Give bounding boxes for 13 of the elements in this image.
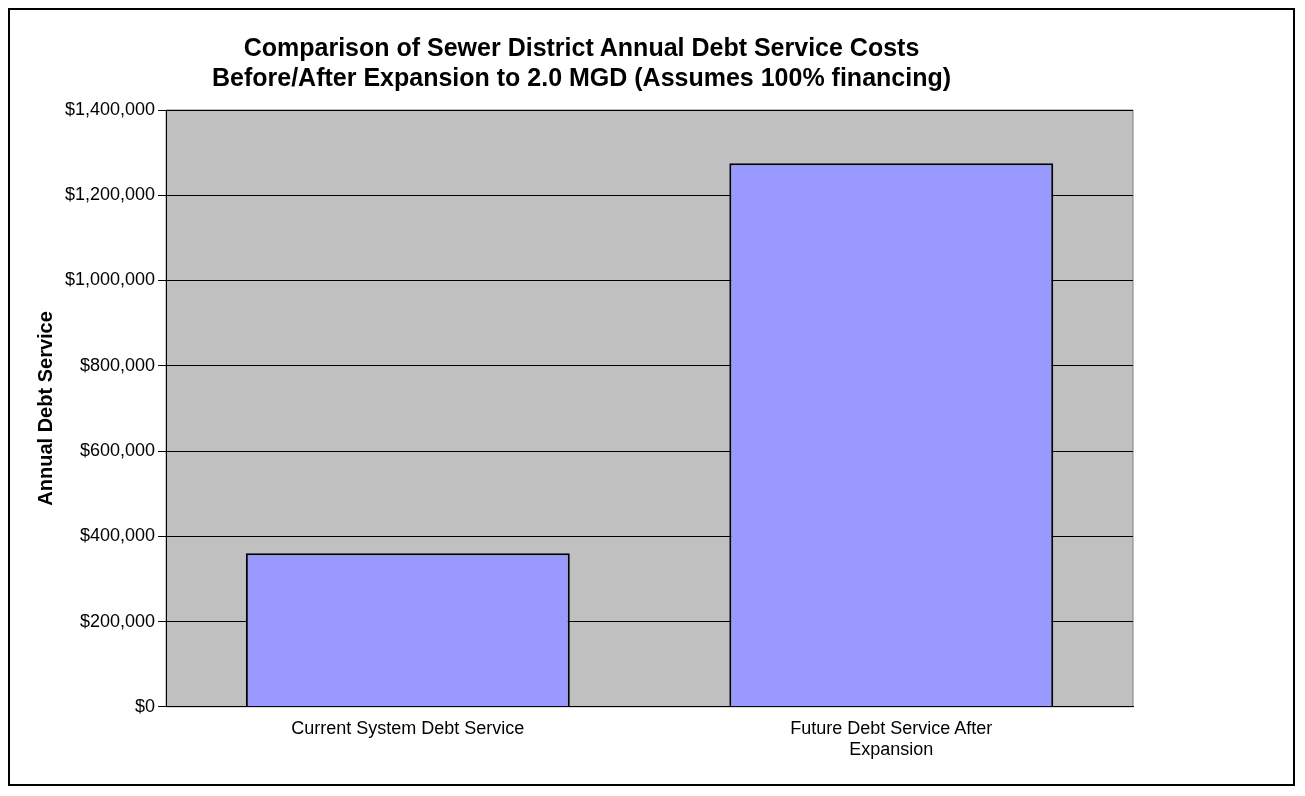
y-tick-label: $200,000: [80, 610, 156, 631]
y-tick-label: $1,200,000: [64, 184, 156, 205]
text: Comparison of Sewer District Annual Debt Service Costs: [243, 32, 920, 61]
y-tick-label: $0: [135, 695, 156, 716]
y-axis-title: Annual Debt Service: [33, 311, 56, 506]
y-tick-label: $600,000: [80, 440, 156, 460]
x-tick-label: Current System Debt Service: [291, 717, 525, 738]
text: Before/After Expansion to 2.0 MGD (Assumes 100% financing): [211, 62, 952, 91]
y-tick-label: $800,000: [80, 354, 156, 375]
x-tick-label: Future Debt Service After Expansion: [790, 717, 993, 760]
y-tick-label: $400,000: [80, 525, 156, 546]
y-tick-label: $1,400,000: [64, 98, 156, 119]
y-tick-label: $1,000,000: [64, 269, 156, 290]
